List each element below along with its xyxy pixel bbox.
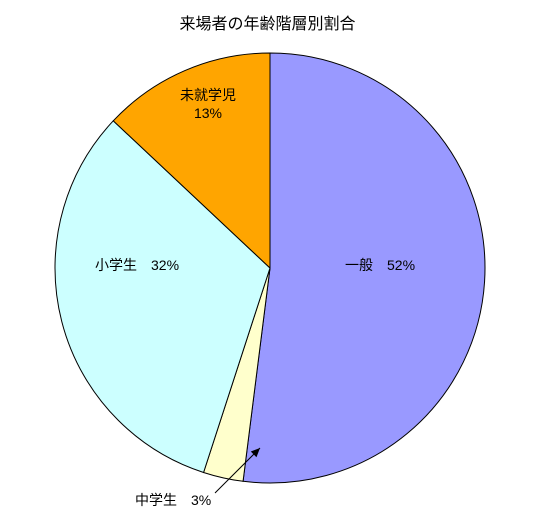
slice-label-line1: 未就学児 — [180, 85, 236, 105]
slice-label-line2: 13% — [180, 105, 236, 121]
slice-label: 小学生 32% — [95, 255, 179, 275]
pie-chart: 来場者の年齢階層別割合 一般 52%中学生 3%小学生 32%未就学児13% — [0, 0, 535, 521]
slice-label: 一般 52% — [345, 255, 415, 275]
slice-label: 中学生 3% — [135, 490, 211, 510]
pie-svg — [0, 0, 535, 521]
slice-label: 未就学児13% — [180, 85, 236, 121]
